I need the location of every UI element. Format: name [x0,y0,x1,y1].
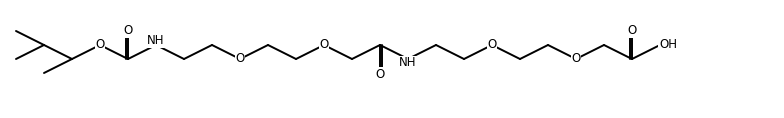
Text: O: O [376,67,385,80]
Text: O: O [627,25,637,38]
Text: O: O [319,38,328,51]
Text: O: O [96,38,104,51]
Text: O: O [123,25,132,38]
Text: O: O [488,38,496,51]
Text: O: O [235,53,245,65]
Text: OH: OH [659,38,677,51]
Text: O: O [572,53,581,65]
Text: NH: NH [399,57,417,70]
Text: NH: NH [147,34,165,48]
